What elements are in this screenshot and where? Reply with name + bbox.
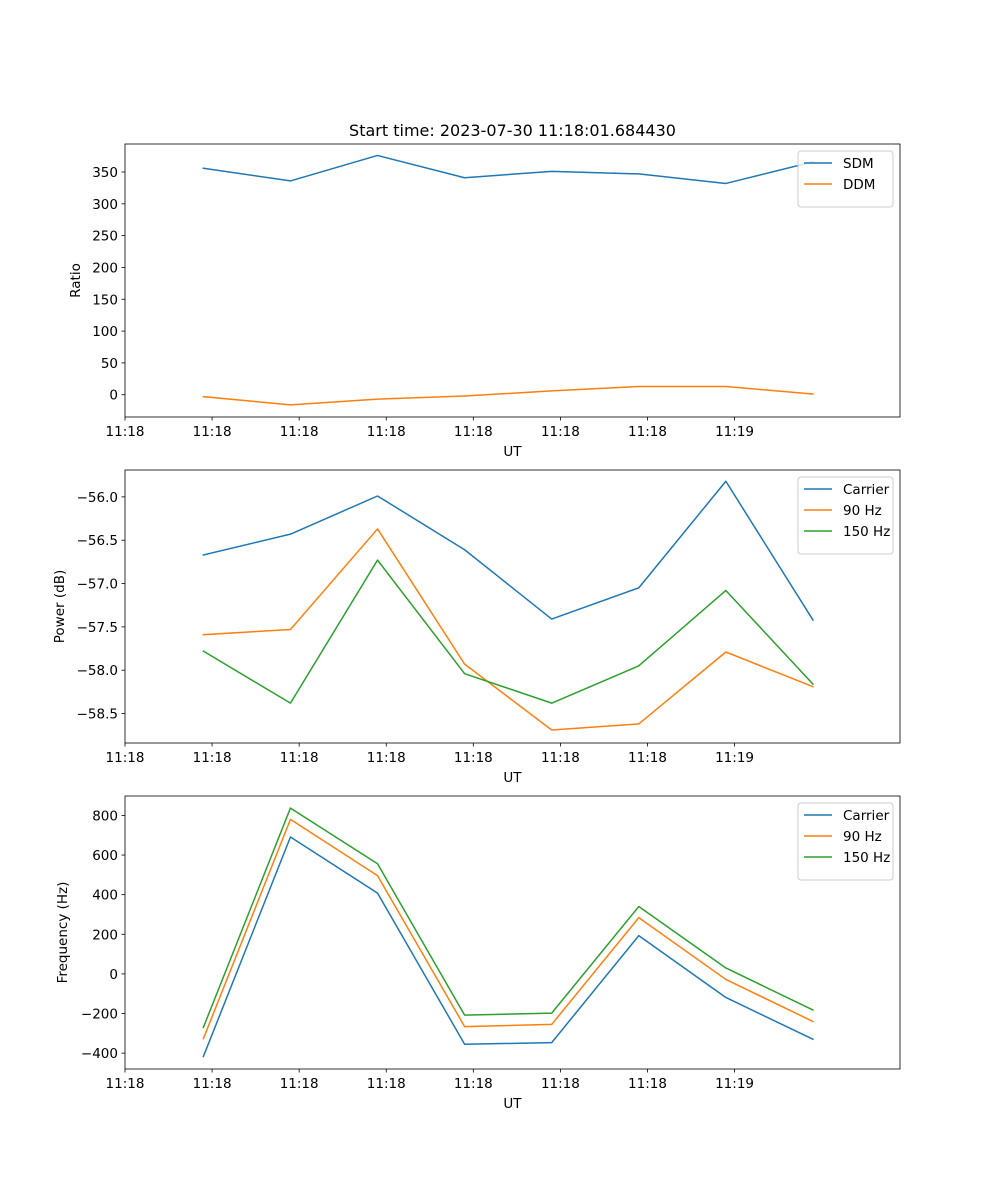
legend-box (797, 476, 894, 555)
x-tick-label: 11:18 (628, 424, 667, 440)
x-tick-label: 11:18 (367, 424, 406, 440)
ratio-plot-area: 11:18 11:18 11:18 11:18 11:18 11:18 11:18 11:19… (92, 143, 901, 440)
axes-frame (124, 143, 901, 418)
legend-label: SDM (843, 156, 874, 172)
y-tick-label: −56.0 (77, 490, 118, 506)
y-tick-label: 600 (92, 848, 118, 864)
y-tick-label: 50 (101, 356, 118, 372)
series-line-carrier (202, 480, 814, 621)
axes-frame (124, 469, 901, 744)
x-axis-label: UT (503, 1096, 522, 1112)
y-tick-label: 150 (92, 292, 118, 308)
x-tick-label: 11:18 (454, 750, 493, 766)
x-tick-label: 11:18 (628, 750, 667, 766)
legend-label: 150 Hz (843, 850, 890, 866)
x-tick-label: 11:18 (280, 424, 319, 440)
y-tick-label: 350 (92, 165, 118, 181)
x-tick-label: 11:18 (454, 1076, 493, 1092)
legend-label: Carrier (843, 482, 890, 498)
y-tick-label: 400 (92, 888, 118, 904)
legend: Carrier 90 Hz 150 Hz (797, 802, 894, 881)
y-axis-label: Frequency (Hz) (55, 882, 71, 984)
y-tick-label: 0 (109, 388, 118, 404)
y-tick-label: −58.0 (77, 663, 118, 679)
x-tick-label: 11:18 (367, 750, 406, 766)
y-tick-label: −400 (81, 1046, 118, 1062)
y-tick-label: 800 (92, 808, 118, 824)
x-tick-label: 11:18 (367, 1076, 406, 1092)
legend-label: 150 Hz (843, 524, 890, 540)
series-line-150-hz (202, 807, 814, 1029)
x-tick-label: 11:18 (541, 424, 580, 440)
power-plot-area: 11:18 11:18 11:18 11:18 11:18 11:18 11:18 11:19… (77, 469, 901, 766)
x-tick-label: 11:18 (106, 424, 145, 440)
legend-label: Carrier (843, 808, 890, 824)
y-tick-label: −56.5 (77, 533, 118, 549)
y-axis-label: Power (dB) (52, 570, 68, 643)
chart-title: Start time: 2023-07-30 11:18:01.684430 (349, 121, 676, 140)
x-tick-label: 11:18 (280, 750, 319, 766)
x-tick-label: 11:18 (280, 1076, 319, 1092)
axes-frame (124, 795, 901, 1070)
ratio-panel: Start time: 2023-07-30 11:18:01.684430 1… (68, 121, 901, 460)
y-axis-label: Ratio (68, 263, 84, 298)
y-tick-label: 100 (92, 324, 118, 340)
legend-label: DDM (843, 177, 875, 193)
x-tick-label: 11:18 (541, 750, 580, 766)
x-tick-label: 11:18 (541, 1076, 580, 1092)
x-tick-label: 11:19 (715, 750, 754, 766)
legend-label: 90 Hz (843, 829, 882, 845)
frequency-plot-area: 11:18 11:18 11:18 11:18 11:18 11:18 11:18 11:19… (81, 795, 901, 1092)
y-tick-label: 0 (109, 967, 118, 983)
x-tick-label: 11:19 (715, 1076, 754, 1092)
x-tick-label: 11:18 (628, 1076, 667, 1092)
legend-box (797, 150, 894, 208)
legend-box (797, 802, 894, 881)
series-line-150-hz (202, 559, 814, 704)
x-tick-label: 11:18 (106, 750, 145, 766)
series-line-carrier (202, 836, 814, 1058)
x-axis-label: UT (503, 444, 522, 460)
x-tick-label: 11:18 (106, 1076, 145, 1092)
x-tick-label: 11:18 (193, 750, 232, 766)
x-tick-label: 11:18 (193, 424, 232, 440)
x-tick-label: 11:19 (715, 424, 754, 440)
y-tick-label: 200 (92, 260, 118, 276)
y-tick-label: 250 (92, 229, 118, 245)
x-tick-label: 11:18 (454, 424, 493, 440)
y-tick-label: −57.5 (77, 620, 118, 636)
power-panel: 11:18 11:18 11:18 11:18 11:18 11:18 11:18 11:19… (52, 469, 901, 786)
series-line-90-hz (202, 818, 814, 1040)
legend: SDM DDM (797, 150, 894, 208)
legend: Carrier 90 Hz 150 Hz (797, 476, 894, 555)
y-tick-label: −200 (81, 1007, 118, 1023)
y-tick-label: −57.0 (77, 577, 118, 593)
y-tick-label: 300 (92, 197, 118, 213)
y-tick-label: −58.5 (77, 707, 118, 723)
x-axis-label: UT (503, 770, 522, 786)
frequency-panel: 11:18 11:18 11:18 11:18 11:18 11:18 11:18 11:19… (55, 795, 901, 1112)
x-tick-label: 11:18 (193, 1076, 232, 1092)
series-line-90-hz (202, 528, 814, 731)
y-tick-label: 200 (92, 927, 118, 943)
series-line-sdm (202, 154, 814, 185)
series-line-ddm (202, 385, 814, 406)
legend-label: 90 Hz (843, 503, 882, 519)
